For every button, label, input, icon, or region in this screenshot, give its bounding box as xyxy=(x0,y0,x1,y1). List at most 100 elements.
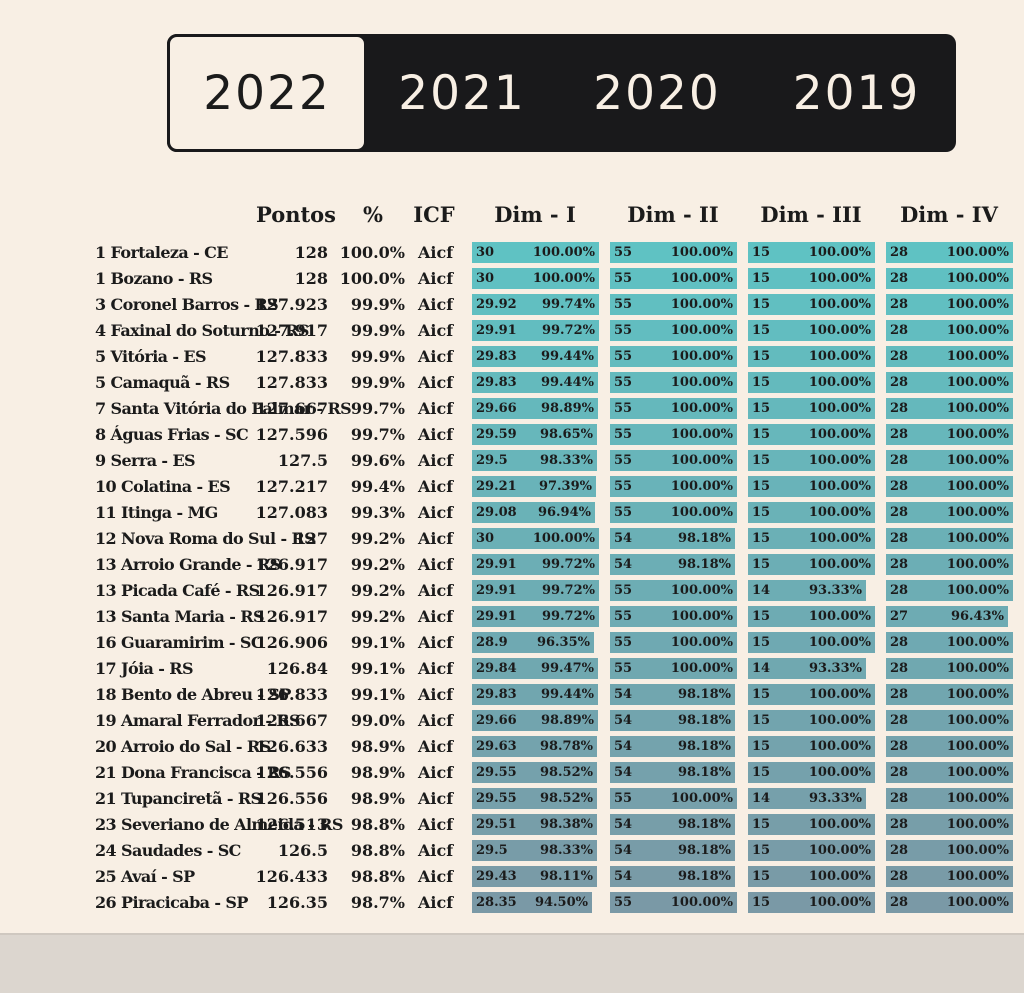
icf-value: Aicf xyxy=(418,243,454,262)
dim-3-bar: 15 100.00% xyxy=(747,891,876,914)
dim-percent: 100.00% xyxy=(946,687,1009,702)
dim-4-bar: 28 100.00% xyxy=(885,761,1014,784)
dim-score: 29.43 xyxy=(476,869,517,884)
dim-percent: 100.00% xyxy=(808,297,871,312)
points-value: 127.917 xyxy=(255,321,328,340)
dim-3-bar: 14 93.33% xyxy=(747,657,867,680)
municipality-name: 7 Santa Vitória do Palmar - RS xyxy=(95,399,352,418)
year-tab-bar: 2022 2021 2020 2019 xyxy=(167,34,956,152)
dim-2-bar: 55 100.00% xyxy=(609,449,738,472)
dim-4-bar: 28 100.00% xyxy=(885,371,1014,394)
dim-1-bar: 29.66 98.89% xyxy=(471,709,599,732)
icf-value: Aicf xyxy=(418,295,454,314)
dim-percent: 99.44% xyxy=(540,687,594,702)
table-row: 7 Santa Vitória do Palmar - RS 127.667 99.… xyxy=(0,396,1024,422)
dim-score: 54 xyxy=(614,869,633,884)
dim-percent: 100.00% xyxy=(670,479,733,494)
dim-score: 29.84 xyxy=(476,661,517,676)
dim-score: 28 xyxy=(890,843,909,858)
dim-score: 28 xyxy=(890,245,909,260)
icf-value: Aicf xyxy=(418,503,454,522)
dim-percent: 100.00% xyxy=(808,895,871,910)
dim-3-bar: 15 100.00% xyxy=(747,345,876,368)
dim-percent: 100.00% xyxy=(670,245,733,260)
dim-4-bar: 28 100.00% xyxy=(885,787,1014,810)
dim-2-bar: 54 98.18% xyxy=(609,839,736,862)
dim-score: 29.55 xyxy=(476,791,517,806)
dim-score: 28 xyxy=(890,531,909,546)
dim-score: 15 xyxy=(752,271,771,286)
dim-1-bar: 28.9 96.35% xyxy=(471,631,595,654)
dim-percent: 100.00% xyxy=(946,869,1009,884)
points-value: 127.833 xyxy=(255,347,328,366)
icf-value: Aicf xyxy=(418,893,454,912)
dim-percent: 98.52% xyxy=(539,765,593,780)
tab-year-2022[interactable]: 2022 xyxy=(167,34,367,152)
dim-3-bar: 15 100.00% xyxy=(747,449,876,472)
dim-2-bar: 55 100.00% xyxy=(609,293,738,316)
dim-1-bar: 29.66 98.89% xyxy=(471,397,599,420)
points-value: 127.833 xyxy=(255,373,328,392)
dim-4-bar: 28 100.00% xyxy=(885,709,1014,732)
percent-value: 99.7% xyxy=(350,399,405,418)
icf-value: Aicf xyxy=(418,633,454,652)
icf-value: Aicf xyxy=(418,841,454,860)
dim-percent: 100.00% xyxy=(946,297,1009,312)
dim-3-bar: 15 100.00% xyxy=(747,735,876,758)
dim-2-bar: 55 100.00% xyxy=(609,423,738,446)
dim-percent: 98.65% xyxy=(539,427,593,442)
dim-percent: 99.47% xyxy=(540,661,594,676)
tab-year-2019[interactable]: 2019 xyxy=(792,65,921,121)
dim-score: 29.08 xyxy=(476,505,517,520)
points-value: 126.667 xyxy=(255,711,328,730)
dim-4-bar: 28 100.00% xyxy=(885,475,1014,498)
table-row: 9 Serra - ES 127.5 99.6% Aicf 29.5 98.33% 55 10… xyxy=(0,448,1024,474)
dim-score: 29.83 xyxy=(476,375,517,390)
municipality-name: 20 Arroio do Sal - RS xyxy=(95,737,271,756)
tab-year-2021[interactable]: 2021 xyxy=(398,65,526,121)
icf-value: Aicf xyxy=(418,737,454,756)
percent-value: 99.6% xyxy=(350,451,405,470)
dim-percent: 100.00% xyxy=(670,895,733,910)
dim-percent: 100.00% xyxy=(808,245,871,260)
dim-percent: 100.00% xyxy=(670,401,733,416)
icf-value: Aicf xyxy=(418,529,454,548)
dim-percent: 100.00% xyxy=(808,687,871,702)
dim-1-bar: 29.91 99.72% xyxy=(471,605,600,628)
dim-percent: 98.18% xyxy=(677,869,731,884)
dim-percent: 100.00% xyxy=(670,583,733,598)
table-row: 1 Fortaleza - CE 128 100.0% Aicf 30 100.00% 55… xyxy=(0,240,1024,266)
dim-percent: 100.00% xyxy=(670,635,733,650)
table-row: 26 Piracicaba - SP 126.35 98.7% Aicf 28.35 94… xyxy=(0,890,1024,916)
dim-score: 55 xyxy=(614,635,633,650)
dim-score: 55 xyxy=(614,583,633,598)
dim-percent: 100.00% xyxy=(808,401,871,416)
dim-3-bar: 15 100.00% xyxy=(747,865,876,888)
dim-4-bar: 28 100.00% xyxy=(885,813,1014,836)
dim-percent: 98.18% xyxy=(677,843,731,858)
dim-4-bar: 28 100.00% xyxy=(885,865,1014,888)
dim-score: 28 xyxy=(890,791,909,806)
municipality-name: 24 Saudades - SC xyxy=(95,841,241,860)
dim-score: 28 xyxy=(890,479,909,494)
dim-score: 28 xyxy=(890,869,909,884)
municipality-name: 26 Piracicaba - SP xyxy=(95,893,248,912)
dim-score: 28 xyxy=(890,713,909,728)
municipality-name: 5 Camaquã - RS xyxy=(95,373,230,392)
dim-percent: 100.00% xyxy=(670,609,733,624)
dim-percent: 98.18% xyxy=(677,557,731,572)
dim-score: 54 xyxy=(614,817,633,832)
percent-value: 99.2% xyxy=(350,581,405,600)
dim-2-bar: 54 98.18% xyxy=(609,553,736,576)
municipality-name: 4 Faxinal do Soturno - RS xyxy=(95,321,309,340)
dim-percent: 98.38% xyxy=(539,817,593,832)
dim-percent: 100.00% xyxy=(946,375,1009,390)
dim-1-bar: 29.84 99.47% xyxy=(471,657,599,680)
dim-percent: 100.00% xyxy=(946,505,1009,520)
points-value: 126.5 xyxy=(277,841,328,860)
municipality-name: 11 Itinga - MG xyxy=(95,503,218,522)
table-row: 24 Saudades - SC 126.5 98.8% Aicf 29.5 98.33%… xyxy=(0,838,1024,864)
dim-4-bar: 28 100.00% xyxy=(885,553,1014,576)
points-value: 126.917 xyxy=(255,581,328,600)
tab-year-2020[interactable]: 2020 xyxy=(593,65,721,121)
